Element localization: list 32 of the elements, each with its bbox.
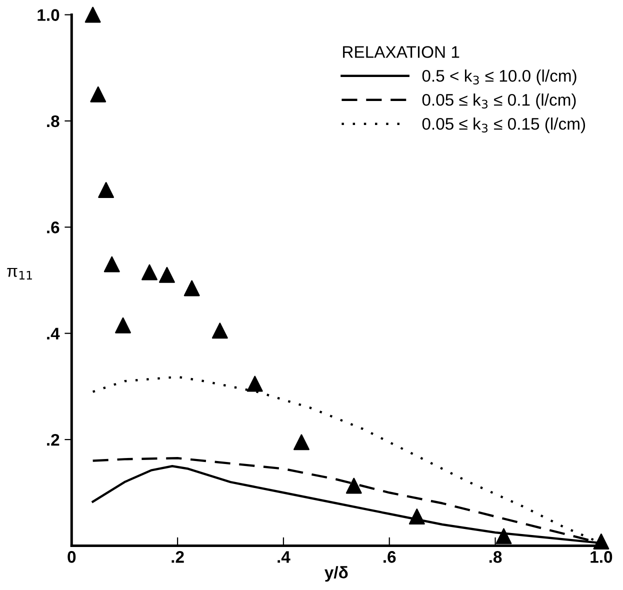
point	[158, 266, 175, 283]
y-tick-label: .4	[47, 328, 60, 340]
point	[98, 182, 114, 198]
point	[408, 508, 425, 525]
point	[104, 256, 120, 272]
y-tick-label: .8	[47, 115, 60, 128]
point	[212, 322, 228, 339]
legend-label: 0.05 ≤ k$_{3}$ ≤ 0.15 (l/cm)	[422, 118, 586, 134]
x-tick-label: .4	[278, 551, 290, 563]
point	[184, 280, 200, 296]
legend-label: 0.05 ≤ k$_{3}$ ≤ 0.1 (l/cm)	[422, 94, 576, 110]
point	[293, 434, 310, 450]
point	[246, 376, 263, 392]
x-tick-label: 1.0	[590, 551, 612, 563]
legend-label: 0.5 < k$_{3}$ ≤ 10.0 (l/cm)	[422, 70, 576, 86]
legend-title: RELAXATION 1	[343, 46, 460, 58]
x-tick-label: .8	[489, 551, 502, 563]
x-tick-label: 0	[68, 551, 76, 563]
point	[142, 264, 158, 280]
point	[496, 528, 512, 544]
point	[84, 6, 101, 23]
y-tick-label: .2	[47, 434, 60, 446]
y-axis-title: π$_{11}$	[7, 268, 32, 280]
x-axis-title: y/δ	[324, 566, 348, 582]
point	[346, 478, 362, 494]
y-tick-label: .6	[47, 222, 60, 234]
y-tick-label: 1.0	[38, 9, 60, 21]
point	[90, 86, 106, 102]
point	[115, 317, 131, 334]
x-tick-label: .2	[172, 551, 184, 563]
x-tick-label: .6	[384, 551, 396, 563]
point	[593, 534, 610, 550]
